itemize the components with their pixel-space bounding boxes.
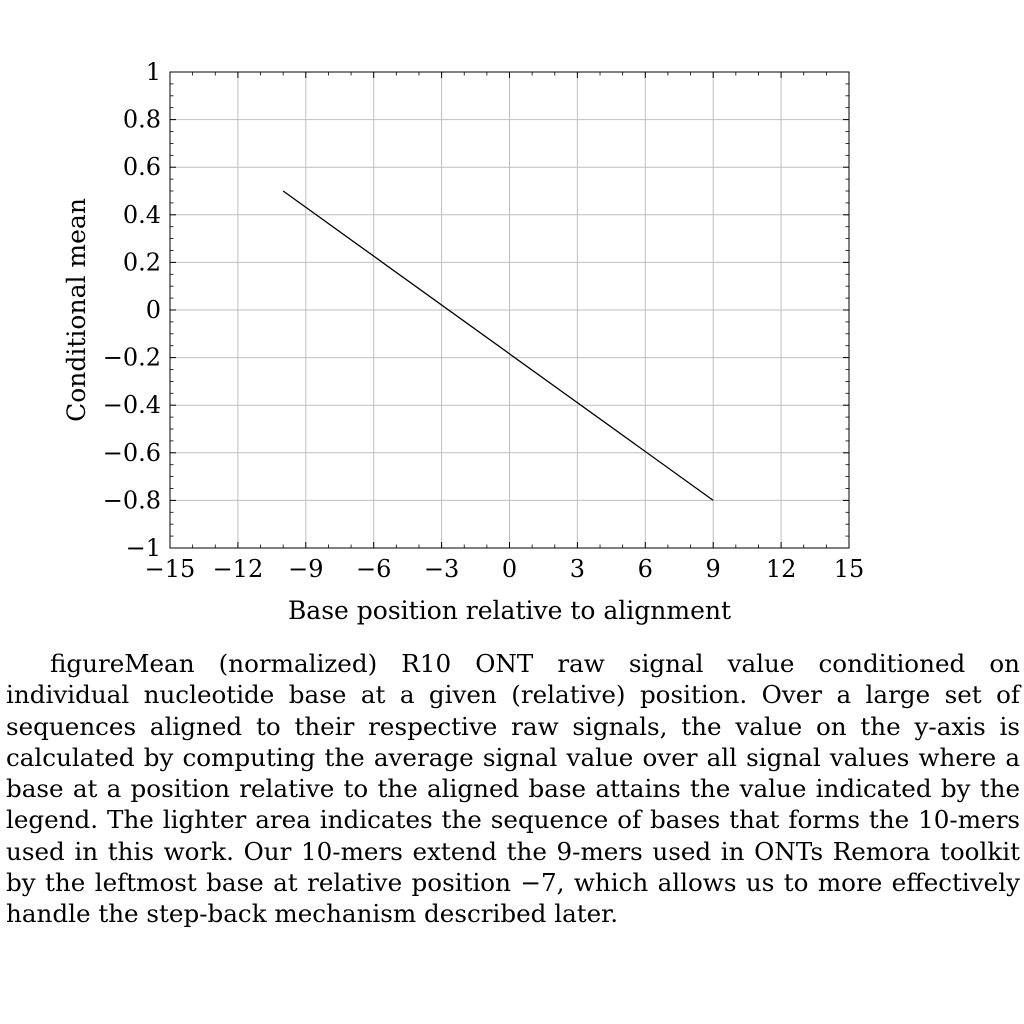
x-tick-label: 15	[834, 555, 865, 583]
x-axis-label: Base position relative to alignment	[288, 596, 731, 625]
x-tick-labels: −15 −12 −9 −6 −3 0 3 6 9 12 15	[145, 555, 865, 583]
y-tick-label: 0.2	[123, 248, 161, 276]
x-tick-label: −9	[288, 555, 323, 583]
line-chart: −15 −12 −9 −6 −3 0 3 6 9 12 15 −1 −0.8 −0.6 −0.4 −0.2 0…	[62, 58, 865, 625]
x-tick-label: −3	[424, 555, 459, 583]
series-layer	[282, 190, 714, 501]
x-tick-label: 12	[766, 555, 797, 583]
x-tick-label: 3	[570, 555, 585, 583]
x-tick-label: −6	[356, 555, 391, 583]
series-line	[282, 190, 714, 501]
x-tick-label: −15	[145, 555, 196, 583]
y-tick-label: −0.4	[103, 391, 161, 419]
plot-frame	[169, 71, 850, 549]
figure-caption: figureMean (normalized) R10 ONT raw sign…	[6, 649, 1020, 929]
y-tick-label: 0.8	[123, 106, 161, 134]
x-tick-label: 9	[706, 555, 721, 583]
y-tick-labels: −1 −0.8 −0.6 −0.4 −0.2 0 0.2 0.4 0.6 0.8 1	[103, 58, 161, 562]
y-axis-label: Conditional mean	[62, 198, 91, 422]
y-tick-label: −0.6	[103, 439, 161, 467]
y-tick-label: 1	[146, 58, 161, 86]
y-tick-label: 0.4	[123, 201, 161, 229]
y-tick-label: 0.6	[123, 153, 161, 181]
y-tick-label: −1	[126, 534, 161, 562]
y-tick-label: −0.2	[103, 344, 161, 372]
y-tick-label: 0	[146, 296, 161, 324]
grid-lines	[169, 71, 850, 549]
x-tick-label: −12	[213, 555, 264, 583]
y-tick-label: −0.8	[103, 486, 161, 514]
x-tick-label: 0	[502, 555, 517, 583]
x-tick-label: 6	[638, 555, 653, 583]
